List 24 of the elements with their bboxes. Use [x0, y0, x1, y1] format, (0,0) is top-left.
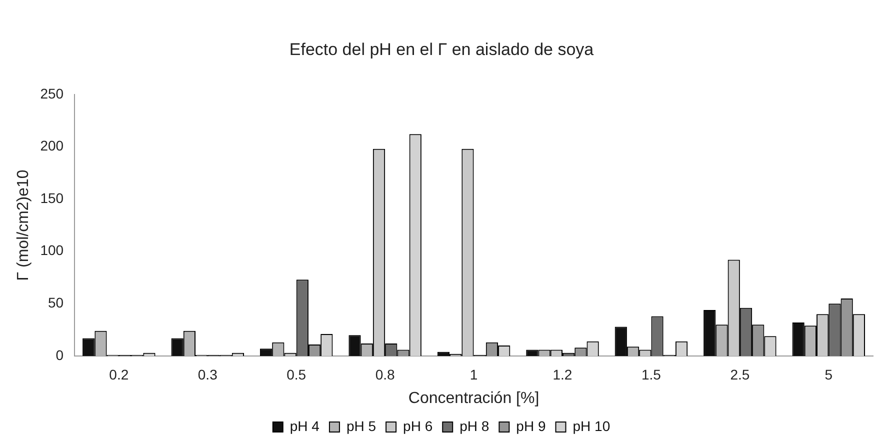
x-tick-label: 1.2 — [552, 366, 572, 382]
y-axis-title: Γ (mol/cm2)e10 — [15, 170, 32, 281]
x-tick-label: 0.8 — [375, 366, 396, 382]
y-tick-label: 0 — [56, 346, 64, 363]
x-tick-label: 0.2 — [109, 366, 129, 382]
x-tick-label: 5 — [824, 366, 833, 382]
x-tick-label: 2.5 — [730, 366, 750, 382]
y-tick-label: 250 — [40, 85, 64, 102]
x-tick-label: 1.5 — [641, 366, 662, 382]
legend-label: pH 6 — [403, 418, 433, 434]
legend-label: pH 9 — [516, 418, 546, 434]
x-tick-label: 1 — [470, 366, 478, 382]
chart-title: Efecto del pH en el Γ en aislado de soya — [289, 40, 594, 59]
x-axis-title: Concentración [%] — [408, 390, 540, 407]
y-tick-label: 150 — [40, 190, 64, 206]
x-tick-label: 0.5 — [286, 366, 306, 382]
legend-label: pH 4 — [290, 418, 320, 434]
y-tick-label: 50 — [48, 294, 64, 311]
x-tick-label: 0.3 — [198, 366, 218, 382]
legend-label: pH 5 — [346, 418, 376, 434]
y-tick-label: 200 — [40, 138, 64, 154]
legend-label: pH 8 — [460, 418, 490, 434]
legend-label: pH 10 — [572, 418, 610, 434]
y-tick-label: 100 — [40, 242, 64, 258]
